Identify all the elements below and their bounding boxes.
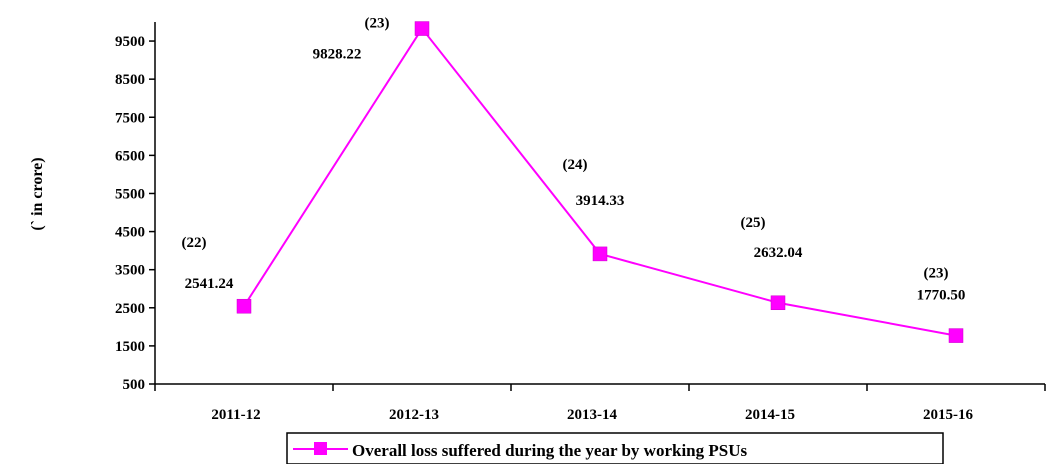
y-axis-ticks: 500 1500 2500 3500 4500 5500 6500 7500 8500 9500 (115, 34, 155, 393)
x-tick-label: 2012-13 (389, 407, 439, 423)
data-point-marker (771, 296, 785, 310)
y-tick-label: 7500 (115, 110, 145, 126)
y-tick-label: 5500 (115, 186, 145, 202)
y-tick-label: 2500 (115, 301, 145, 317)
legend-marker-swatch (314, 442, 327, 455)
y-tick-label: 1500 (115, 339, 145, 355)
data-count-label: (24) (563, 157, 588, 173)
data-count-label: (22) (182, 235, 207, 251)
data-count-label: (23) (365, 16, 390, 32)
data-point-marker (237, 299, 251, 313)
y-tick-label: 9500 (115, 34, 145, 50)
data-point-marker (949, 329, 963, 343)
y-tick-label: 3500 (115, 263, 145, 279)
data-value-label: 1770.50 (917, 288, 966, 304)
data-point-marker (415, 22, 429, 36)
data-count-label: (25) (741, 215, 766, 231)
x-tick-label: 2011-12 (211, 407, 260, 423)
y-tick-label: 500 (123, 377, 146, 393)
x-axis-ticks: 2011-12 2012-13 2013-14 2014-15 2015-16 (155, 384, 1045, 423)
x-tick-label: 2014-15 (745, 407, 795, 423)
x-tick-label: 2015-16 (923, 407, 973, 423)
y-tick-label: 8500 (115, 72, 145, 88)
data-value-label: 2632.04 (754, 245, 803, 261)
data-value-label: 3914.33 (576, 193, 625, 209)
x-tick-label: 2013-14 (567, 407, 617, 423)
y-axis-title: (` in crore) (29, 157, 46, 230)
y-tick-label: 6500 (115, 148, 145, 164)
series-group (237, 22, 963, 343)
data-labels: 2541.24(22)9828.22(23)3914.33(24)2632.04… (182, 16, 966, 304)
y-tick-label: 4500 (115, 225, 145, 241)
series-line (244, 29, 956, 336)
data-value-label: 9828.22 (313, 47, 362, 63)
legend-label: Overall loss suffered during the year by… (352, 441, 747, 460)
legend: Overall loss suffered during the year by… (287, 433, 943, 464)
data-value-label: 2541.24 (185, 276, 234, 292)
data-count-label: (23) (924, 266, 949, 282)
data-point-marker (593, 247, 607, 261)
